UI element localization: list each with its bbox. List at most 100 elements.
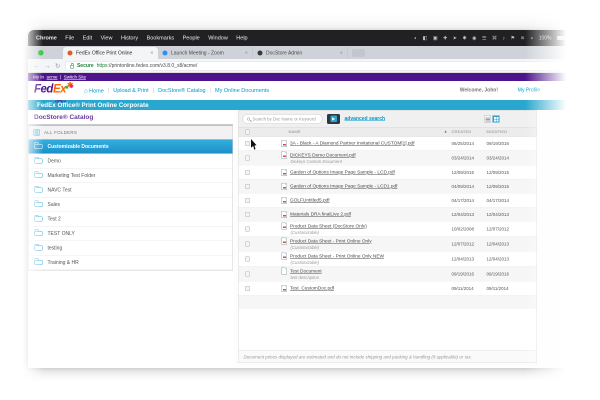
cursor-icon[interactable]: ➤ — [452, 35, 457, 41]
table-row[interactable]: 3A - Black - A Diamond Partner Invitatio… — [238, 136, 537, 151]
account-link[interactable]: acme — [46, 74, 58, 80]
view-toggles — [484, 115, 500, 123]
col-created-label[interactable]: CREATED — [451, 129, 472, 135]
table-row[interactable]: Test_CustomDoc.pdf 09/11/2014 09/11/2014 — [238, 281, 537, 296]
sort-arrow-icon[interactable]: ▲ — [443, 130, 448, 134]
row-checkbox[interactable] — [245, 169, 250, 175]
menu-item-bookmarks[interactable]: Bookmarks — [146, 35, 175, 41]
sidebar-folder-testing[interactable]: testing — [28, 241, 233, 256]
row-checkbox[interactable] — [245, 211, 250, 217]
search-input[interactable]: Search by Doc Name or Keyword — [242, 113, 323, 124]
flag-icon[interactable]: ⚑ — [510, 35, 515, 41]
row-checkbox[interactable] — [245, 183, 250, 189]
new-tab-button[interactable] — [352, 49, 365, 57]
sidebar-folder-training-hr[interactable]: Training & HR — [28, 255, 233, 270]
table-row[interactable]: GOLFUntitled5.pdf 04/17/2014 04/17/2014 — [238, 193, 537, 208]
document-link[interactable]: Product Data Sheet - Print Online Only — [281, 237, 372, 245]
nav-link-my-online-documents[interactable]: My Online Documents — [215, 87, 270, 94]
row-checkbox[interactable] — [245, 241, 250, 247]
document-link[interactable]: GOLFUntitled5.pdf — [281, 196, 330, 204]
row-modified-date: 09/19/2016 — [486, 271, 510, 277]
document-link[interactable]: Product Data Sheet - Print Online Only N… — [281, 252, 384, 260]
all-folders-header[interactable]: ALL FOLDERS — [28, 125, 233, 140]
address-bar[interactable]: Secure https://printonline.fedex.com/v3.… — [64, 60, 568, 71]
reload-icon[interactable]: ↻ — [55, 61, 61, 70]
tab-close-icon[interactable]: × — [150, 50, 154, 56]
table-row[interactable]: Test Document test description 09/19/2016 0… — [238, 266, 537, 282]
row-checkbox[interactable] — [245, 285, 250, 291]
nav-link-docstore-catalog[interactable]: DocStore® Catalog — [158, 87, 206, 94]
row-checkbox[interactable] — [245, 155, 250, 161]
pdf-icon — [281, 222, 287, 230]
table-row[interactable]: Garden of Options Image Page Sample - LC… — [238, 165, 537, 180]
list-view-toggle[interactable] — [484, 115, 491, 123]
document-link[interactable]: Materials DRA finalLive 2.pdf — [281, 210, 351, 218]
do-not-disturb-icon[interactable]: ◐ — [414, 35, 418, 41]
nav-link-upload-print[interactable]: Upload & Print — [113, 87, 149, 94]
command-icon[interactable]: ⌘ — [492, 35, 498, 41]
wifi-icon[interactable]: ≋ — [520, 35, 525, 41]
switch-site-link[interactable]: Switch Site — [63, 74, 86, 80]
tab-close-icon[interactable]: × — [339, 50, 343, 56]
sidebar-folder-navc-test[interactable]: NAVC Test — [28, 183, 233, 198]
document-link[interactable]: Test Document — [281, 267, 322, 275]
camera-icon[interactable]: ▣ — [432, 35, 438, 41]
menu-item-window[interactable]: Window — [208, 35, 228, 41]
document-link[interactable]: Test_CustomDoc.pdf — [281, 284, 334, 292]
table-row[interactable]: Product Data Sheet (DocStore Only) (Custo… — [238, 221, 537, 237]
menu-item-file[interactable]: File — [65, 35, 75, 41]
row-checkbox[interactable] — [245, 197, 250, 203]
table-row[interactable]: Garden of Options Image Page Sample - LC… — [238, 179, 537, 194]
table-row[interactable]: Product Data Sheet - Print Online Only N… — [238, 251, 537, 267]
table-row[interactable]: Product Data Sheet - Print Online Only (C… — [238, 236, 537, 252]
sidebar-folder-test-only[interactable]: TEST ONLY — [28, 226, 233, 241]
col-modified-label[interactable]: MODIFIED — [486, 129, 508, 135]
sidebar-folder-test-2[interactable]: Test 2 — [28, 212, 233, 227]
sidebar-folder-demo[interactable]: Demo — [28, 154, 233, 169]
row-checkbox[interactable] — [245, 256, 250, 262]
back-icon[interactable]: ← — [33, 62, 40, 70]
my-profile-link[interactable]: My Profile — [517, 87, 540, 94]
browser-tab[interactable]: Launch Meeting - Zoom × — [158, 47, 253, 59]
record-icon[interactable]: ◉ — [472, 35, 477, 41]
document-subtitle: (Customizable) — [290, 245, 320, 250]
sidebar-folder-marketing-test-folder[interactable]: Marketing Test Folder — [28, 168, 233, 183]
document-link[interactable]: Garden of Options Image Page Sample - LC… — [281, 182, 397, 190]
menu-item-history[interactable]: History — [120, 35, 139, 41]
add-icon[interactable]: ✚ — [443, 35, 448, 41]
row-modified-date: 09/11/2014 — [486, 285, 509, 291]
advanced-search-link[interactable]: advanced search — [344, 116, 386, 122]
tab-close-icon[interactable]: × — [244, 50, 248, 56]
document-link[interactable]: Garden of Options Image Page Sample - LC… — [281, 168, 395, 176]
document-link[interactable]: Product Data Sheet (DocStore Only) — [281, 222, 367, 230]
nav-link-home[interactable]: ⌂ Home — [84, 87, 104, 94]
display-icon[interactable]: ◧ — [422, 35, 428, 41]
menu-item-people[interactable]: People — [182, 35, 200, 41]
row-checkbox[interactable] — [245, 271, 250, 277]
grid-view-toggle[interactable] — [492, 115, 500, 123]
fedex-logo: FedEx ✱ ✱ ✱ Office — [34, 81, 74, 104]
row-checkbox[interactable] — [245, 226, 250, 232]
document-link[interactable]: 3A - Black - A Diamond Partner Invitatio… — [281, 139, 415, 147]
menu-item-edit[interactable]: Edit — [82, 35, 93, 41]
row-checkbox[interactable] — [245, 140, 250, 146]
music-icon[interactable]: ♪ — [502, 35, 506, 41]
select-all-checkbox[interactable] — [245, 129, 250, 135]
col-name-label[interactable]: NAME — [288, 129, 301, 135]
sidebar-folder-sales[interactable]: Sales — [28, 197, 233, 212]
table-row[interactable]: Materials DRA finalLive 2.pdf 12/04/2013 1… — [238, 207, 537, 222]
menu-item-view[interactable]: View — [100, 35, 113, 41]
table-row[interactable]: DICKEYS Demo Document.pdf Dickeys Custom … — [238, 150, 537, 166]
forward-icon[interactable]: → — [44, 62, 51, 70]
menu-icon[interactable]: ☰ — [482, 35, 487, 41]
volume-icon[interactable]: ◖ — [530, 35, 534, 41]
sidebar-folder-customizable-documents[interactable]: Customizable Documents — [28, 139, 233, 154]
asterisk-icon[interactable]: ✱ — [462, 35, 467, 41]
menu-item-chrome[interactable]: Chrome — [36, 35, 57, 41]
traffic-light-green[interactable] — [38, 50, 44, 56]
menu-item-help[interactable]: Help — [236, 35, 248, 41]
browser-tab[interactable]: FedEx Office Print Online × — [63, 47, 158, 59]
search-go-button[interactable]: ▶ — [327, 113, 340, 124]
browser-tab[interactable]: DocStore Admin × — [253, 47, 348, 59]
document-link[interactable]: DICKEYS Demo Document.pdf — [281, 151, 356, 159]
